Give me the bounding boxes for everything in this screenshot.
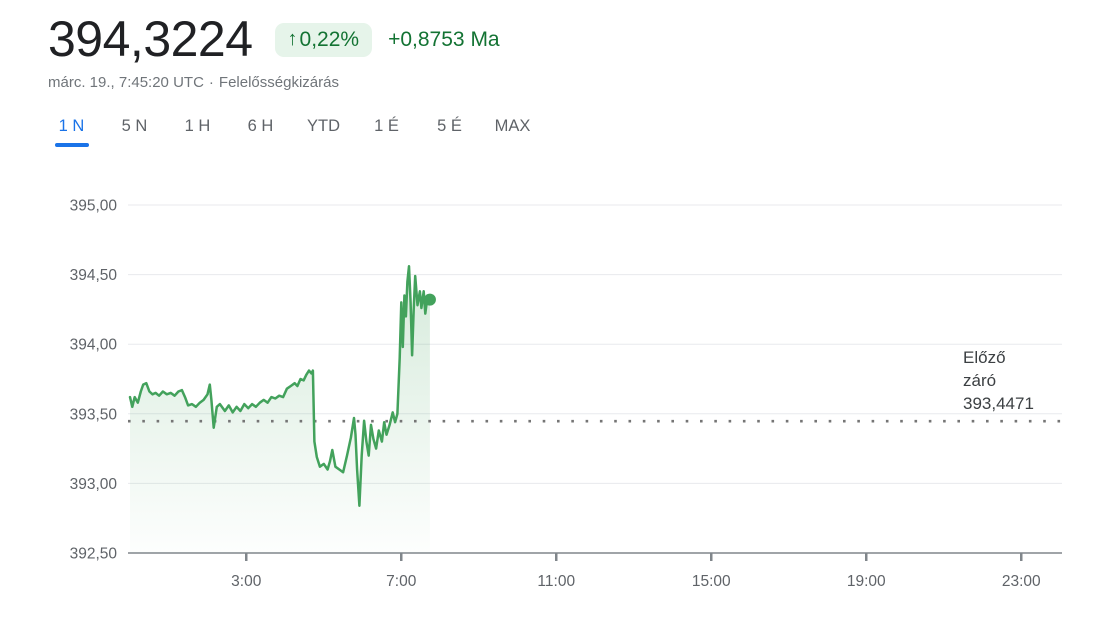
change-absolute-value: +0,8753 — [388, 27, 465, 51]
price-line — [128, 264, 432, 507]
tab-max[interactable]: MAX — [481, 111, 544, 150]
change-percent-value: 0,22% — [299, 27, 360, 51]
x-axis-label: 7:00 — [386, 573, 417, 590]
y-axis-label: 393,00 — [70, 476, 118, 493]
tab-5y[interactable]: 5 É — [418, 111, 481, 150]
previous-close-label: 393,4471 — [963, 394, 1034, 413]
tab-1y[interactable]: 1 É — [355, 111, 418, 150]
price-area-fill — [130, 266, 430, 553]
tab-5n[interactable]: 5 N — [103, 111, 166, 150]
current-price: 394,3224 — [48, 11, 253, 67]
time-range-tabs: 1 N 5 N 1 H 6 H YTD 1 É 5 É MAX — [40, 111, 1110, 150]
y-axis-label: 395,00 — [70, 198, 118, 215]
change-percent-badge: ↑ 0,22% — [274, 22, 373, 57]
finance-quote-widget: 394,3224 ↑ 0,22% +0,8753 Ma márc. 19., 7… — [0, 0, 1110, 590]
x-axis-label: 19:00 — [847, 573, 886, 590]
price-chart[interactable]: 395,00 394,50 394,00 393,50 393,00 392,50 3:00… — [0, 180, 1110, 624]
up-arrow-icon: ↑ — [287, 28, 298, 50]
x-axis-label: 15:00 — [692, 573, 731, 590]
disclaimer-link[interactable]: Felelősségkizárás — [218, 74, 339, 91]
y-axis-label: 394,00 — [70, 337, 118, 354]
current-price-dot — [423, 293, 436, 306]
subtitle-separator: · — [208, 74, 214, 91]
change-period-label: Ma — [470, 27, 500, 51]
price-row: 394,3224 ↑ 0,22% +0,8753 Ma — [48, 13, 1110, 66]
previous-close-label: záró — [963, 371, 996, 390]
x-axis-label: 11:00 — [537, 573, 575, 590]
quote-timestamp: márc. 19., 7:45:20 UTC — [48, 74, 204, 91]
tab-1h[interactable]: 1 H — [166, 111, 229, 150]
tab-ytd[interactable]: YTD — [292, 111, 355, 150]
y-axis-label: 393,50 — [70, 406, 118, 423]
x-axis-label: 23:00 — [1002, 573, 1041, 590]
tab-1n[interactable]: 1 N — [40, 111, 103, 150]
quote-subtitle: márc. 19., 7:45:20 UTC · Felelősségkizárás — [48, 74, 1110, 91]
change-absolute: +0,8753 Ma — [388, 28, 500, 52]
quote-header: 394,3224 ↑ 0,22% +0,8753 Ma márc. 19., 7… — [0, 0, 1110, 92]
y-axis-label: 394,50 — [70, 267, 118, 284]
x-axis-label: 3:00 — [231, 573, 262, 590]
previous-close-label: Előző — [963, 348, 1006, 367]
tab-6h[interactable]: 6 H — [229, 111, 292, 150]
y-axis-label: 392,50 — [70, 546, 118, 563]
